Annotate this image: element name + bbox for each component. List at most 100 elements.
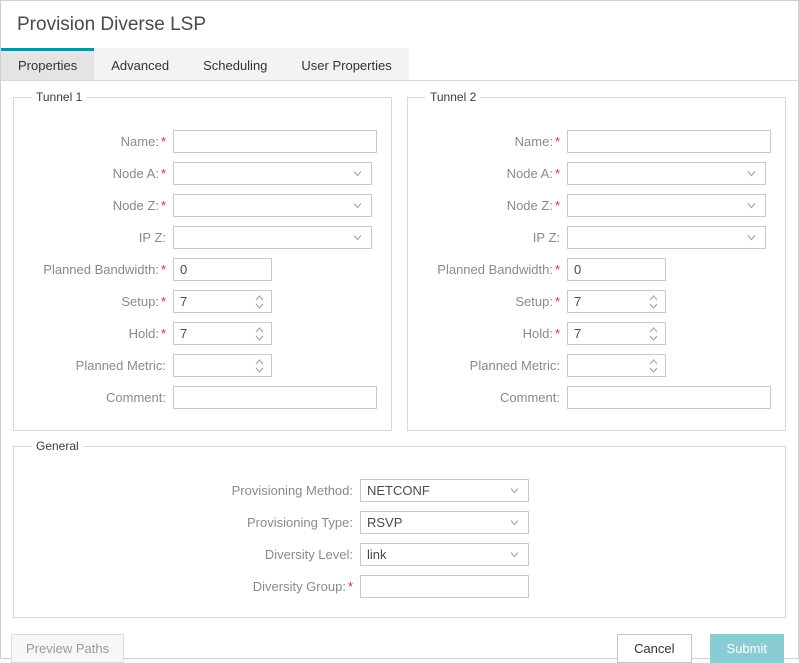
general-provisioning-method-label: Provisioning Method: — [231, 483, 353, 498]
tunnel2-node-z-row: Node Z: * — [422, 194, 771, 217]
tunnel2-ip-z-row: IP Z: — [422, 226, 771, 249]
spinner-arrows[interactable] — [255, 294, 264, 309]
required-asterisk: * — [347, 579, 353, 594]
tunnel2-name-label: Name: * — [514, 134, 560, 149]
spinner-up-icon[interactable] — [649, 294, 658, 301]
general-diversity-level-select[interactable]: link — [360, 543, 529, 566]
spinner-arrows[interactable] — [649, 294, 658, 309]
tunnel1-node-z-select[interactable] — [173, 194, 372, 217]
tunnel2-planned-bandwidth-input[interactable] — [567, 258, 666, 281]
spinner-up-icon[interactable] — [649, 358, 658, 365]
spinner-down-icon[interactable] — [649, 335, 658, 341]
tunnel2-planned-bandwidth-label: Planned Bandwidth: * — [437, 262, 560, 277]
tunnel1-setup-spinner[interactable]: 7 — [173, 290, 272, 313]
tab-user-properties[interactable]: User Properties — [284, 48, 409, 80]
dialog-content: Tunnel 1 Name: * Node A: * Node Z: * IP Z: Plan… — [1, 90, 798, 618]
preview-paths-button[interactable]: Preview Paths — [11, 634, 125, 663]
tunnel1-hold-row: Hold: * 7 — [28, 322, 377, 345]
spinner-arrows[interactable] — [649, 326, 658, 341]
general-diversity-level-row: Diversity Level: link — [28, 543, 771, 566]
tunnel1-planned-bandwidth-label: Planned Bandwidth: * — [43, 262, 166, 277]
required-asterisk: * — [160, 326, 166, 341]
tunnels-row: Tunnel 1 Name: * Node A: * Node Z: * IP Z: Plan… — [13, 90, 786, 431]
footer-button-bar: Preview Paths Cancel Submit — [11, 634, 784, 663]
general-diversity-level-label: Diversity Level: — [264, 547, 353, 562]
general-legend: General — [36, 439, 79, 453]
spinner-up-icon[interactable] — [255, 294, 264, 301]
tunnel2-node-a-label: Node A: * — [506, 166, 560, 181]
tab-properties[interactable]: Properties — [1, 48, 95, 80]
tunnel1-ip-z-select[interactable] — [173, 226, 372, 249]
tunnel2-hold-spinner-value: 7 — [574, 326, 582, 341]
general-diversity-group-input[interactable] — [360, 575, 529, 598]
chevron-down-icon — [353, 203, 362, 209]
tunnel1-setup-label: Setup: * — [121, 294, 166, 309]
spinner-down-icon[interactable] — [255, 335, 264, 341]
chevron-down-icon — [747, 203, 756, 209]
tunnel2-setup-row: Setup: * 7 — [422, 290, 771, 313]
chevron-down-icon — [510, 552, 519, 558]
required-asterisk: * — [554, 166, 560, 181]
general-provisioning-type-selected-value: RSVP — [367, 515, 403, 530]
tunnel2-setup-label: Setup: * — [515, 294, 560, 309]
spinner-down-icon[interactable] — [255, 303, 264, 309]
spinner-down-icon[interactable] — [649, 303, 658, 309]
tunnel1-hold-spinner[interactable]: 7 — [173, 322, 272, 345]
tunnel1-node-a-row: Node A: * — [28, 162, 377, 185]
tunnel1-setup-spinner-value: 7 — [180, 294, 188, 309]
chevron-down-icon — [353, 235, 362, 241]
chevron-down-icon — [353, 171, 362, 177]
tunnel1-node-a-label: Node A: * — [112, 166, 166, 181]
tunnel1-node-z-row: Node Z: * — [28, 194, 377, 217]
required-asterisk: * — [554, 134, 560, 149]
tunnel2-setup-spinner[interactable]: 7 — [567, 290, 666, 313]
tunnel2-comment-input[interactable] — [567, 386, 771, 409]
tunnel1-hold-label: Hold: * — [128, 326, 166, 341]
spinner-up-icon[interactable] — [255, 326, 264, 333]
spinner-arrows[interactable] — [255, 358, 264, 373]
tunnel2-node-z-select[interactable] — [567, 194, 766, 217]
tunnel1-name-label: Name: * — [120, 134, 166, 149]
spinner-up-icon[interactable] — [255, 358, 264, 365]
general-provisioning-method-select[interactable]: NETCONF — [360, 479, 529, 502]
tunnel1-comment-input[interactable] — [173, 386, 377, 409]
tunnel1-ip-z-row: IP Z: — [28, 226, 377, 249]
spinner-arrows[interactable] — [255, 326, 264, 341]
tunnel2-node-z-label: Node Z: * — [506, 198, 560, 213]
tunnel2-setup-spinner-value: 7 — [574, 294, 582, 309]
tunnel2-node-a-select[interactable] — [567, 162, 766, 185]
required-asterisk: * — [160, 198, 166, 213]
tunnel1-node-a-select[interactable] — [173, 162, 372, 185]
submit-button[interactable]: Submit — [709, 634, 784, 663]
tunnel1-hold-spinner-value: 7 — [180, 326, 188, 341]
spinner-arrows[interactable] — [649, 358, 658, 373]
tab-advanced[interactable]: Advanced — [94, 48, 187, 80]
general-provisioning-method-row: Provisioning Method: NETCONF — [28, 479, 771, 502]
dialog-title: Provision Diverse LSP — [17, 14, 207, 35]
tunnel2-section: Tunnel 2 Name: * Node A: * Node Z: * IP Z: Plan… — [407, 90, 786, 431]
general-provisioning-type-select[interactable]: RSVP — [360, 511, 529, 534]
spinner-up-icon[interactable] — [649, 326, 658, 333]
tunnel2-planned-metric-row: Planned Metric: — [422, 354, 771, 377]
spinner-down-icon[interactable] — [649, 367, 658, 373]
tunnel2-hold-spinner[interactable]: 7 — [567, 322, 666, 345]
chevron-down-icon — [747, 235, 756, 241]
tunnel2-hold-label: Hold: * — [522, 326, 560, 341]
tunnel1-node-z-label: Node Z: * — [112, 198, 166, 213]
tunnel2-ip-z-select[interactable] — [567, 226, 766, 249]
tab-scheduling[interactable]: Scheduling — [186, 48, 285, 80]
tunnel1-comment-label: Comment: — [106, 390, 166, 405]
tunnel2-name-input[interactable] — [567, 130, 771, 153]
tunnel2-planned-metric-spinner[interactable] — [567, 354, 666, 377]
tunnel1-planned-metric-row: Planned Metric: — [28, 354, 377, 377]
general-diversity-group-label: Diversity Group: * — [252, 579, 353, 594]
tunnel1-planned-metric-spinner[interactable] — [173, 354, 272, 377]
tunnel1-setup-row: Setup: * 7 — [28, 290, 377, 313]
tunnel1-planned-bandwidth-input[interactable] — [173, 258, 272, 281]
chevron-down-icon — [747, 171, 756, 177]
tunnel2-comment-row: Comment: — [422, 386, 771, 409]
tunnel1-name-input[interactable] — [173, 130, 377, 153]
spinner-down-icon[interactable] — [255, 367, 264, 373]
general-provisioning-type-label: Provisioning Type: — [247, 515, 353, 530]
